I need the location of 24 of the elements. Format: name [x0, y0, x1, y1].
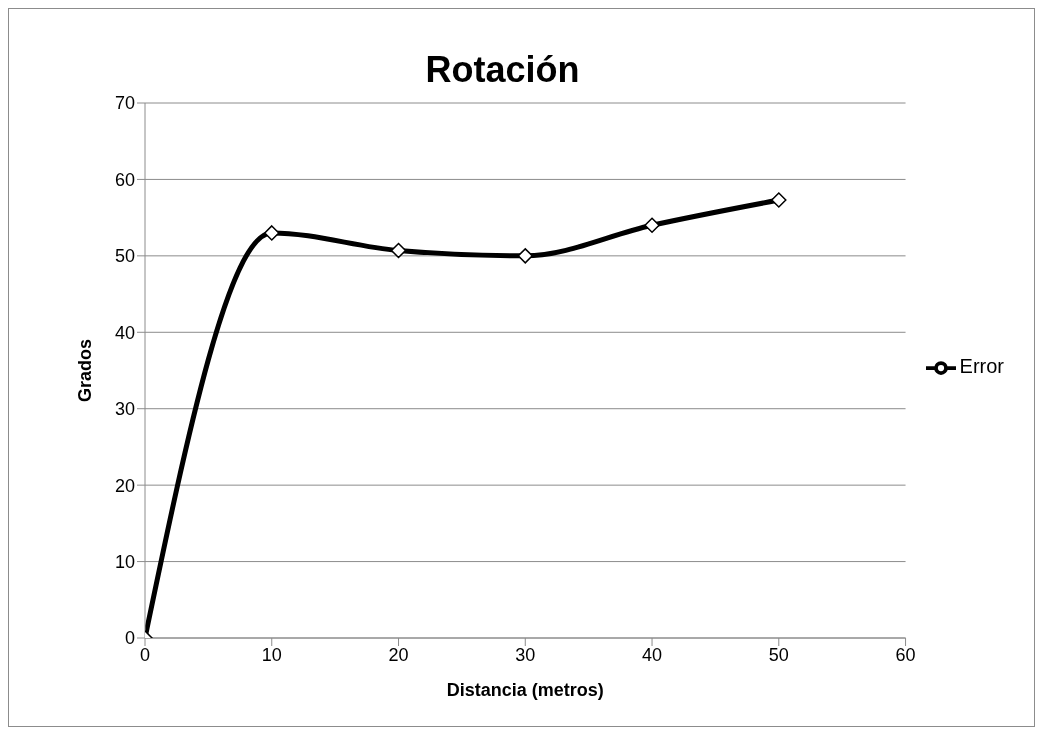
y-tick-label: 10 [114, 551, 135, 572]
y-tick-label: 70 [114, 93, 135, 114]
point [644, 217, 660, 234]
x-tick-label: 50 [768, 644, 789, 665]
y-tick-label: 60 [114, 169, 135, 190]
chart-title: Rotación [424, 49, 581, 91]
y-tick-label: 0 [124, 628, 135, 649]
y-axis-title: Grados [75, 338, 96, 403]
point [264, 225, 280, 241]
x-tick-label: 40 [642, 644, 663, 665]
point [771, 192, 787, 208]
legend-label: Error [959, 354, 1004, 377]
x-tick-label: 30 [515, 644, 536, 665]
point [517, 248, 534, 264]
y-tick-label: 30 [114, 399, 135, 420]
x-tick-label: 0 [139, 644, 151, 665]
y-tick-label: 50 [114, 246, 135, 267]
y-tick-label: 20 [114, 475, 135, 496]
x-tick-label: 20 [388, 644, 409, 665]
x-axis-title: Distancia (metros) [446, 680, 604, 700]
point [390, 242, 407, 259]
y-tick-label: 40 [114, 322, 135, 343]
x-tick-label: 10 [261, 644, 282, 665]
x-tick-label: 60 [895, 644, 916, 665]
